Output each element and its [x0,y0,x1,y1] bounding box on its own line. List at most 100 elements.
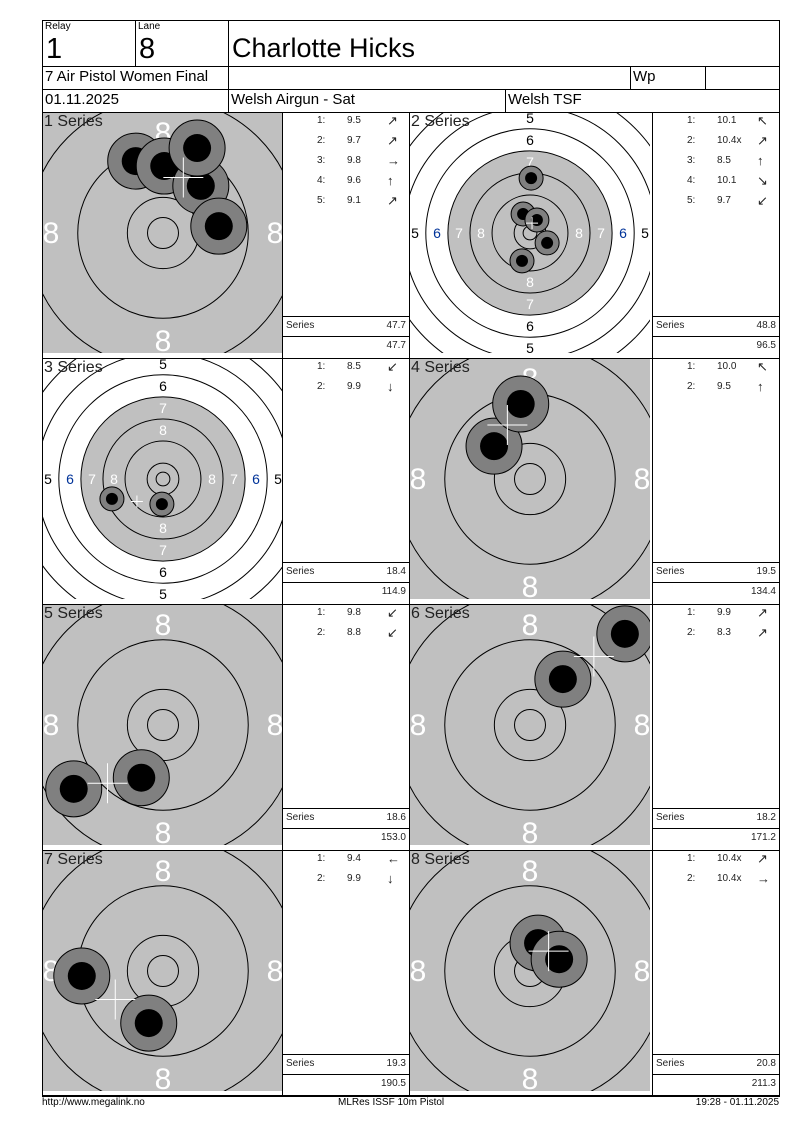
shot-score: 10.0 [717,361,737,372]
cumulative-total: 171.2 [750,832,776,843]
shot-number: 1: [687,361,696,372]
series-total-row: Series 47.7 [283,316,409,337]
series-total-label: Series [286,812,315,823]
shot-number: 4: [317,175,326,186]
ring-label: 8 [159,422,167,438]
lane-label: Lane [138,21,161,32]
date-cell: 01.11.2025 [42,89,229,113]
cumulative-total: 190.5 [380,1078,406,1089]
direction-arrow-icon: ↙ [387,359,398,374]
cumulative-total: 114.9 [381,586,406,597]
shot-hole [480,432,509,461]
ring [514,709,546,741]
ring-label: 7 [230,471,238,487]
target-series-4: 88884 Series [410,359,650,599]
shot-hole [183,134,212,163]
series-label: 6 Series [411,605,470,622]
series-label: 2 Series [411,113,470,130]
row-divider [42,358,780,359]
ring-label: 5 [526,340,534,353]
shot-score: 9.7 [717,195,731,206]
blank-cell [228,66,631,90]
ring-label: 7 [526,154,534,170]
cumulative-total-row: 96.5 [653,336,779,357]
shot-row: 2: 9.9 ↓ [283,871,409,893]
weapon-value-cell [705,66,780,90]
target-series-8: 8 8 8 8 8 Series [410,851,650,1091]
shot-row: 2: 8.3 ↗ [653,625,779,647]
row-divider [42,850,780,851]
shot-row: 3: 8.5 ↑ [653,153,779,175]
series-total: 18.4 [386,566,406,577]
direction-arrow-icon: ← [387,851,400,866]
ring [444,639,616,811]
mean-point-cross [573,636,614,677]
direction-arrow-icon: → [757,871,770,886]
shot-row: 1: 10.0 ↖ [653,359,779,381]
shot-hole [186,171,215,200]
ring [147,217,179,249]
footer-url: http://www.megalink.no [42,1097,145,1108]
left-border [42,112,43,1096]
ring [155,471,171,487]
shot-number: 2: [317,627,326,638]
ring [58,374,268,584]
ring-label: 8 [522,609,539,642]
shot-score: 9.9 [717,607,731,618]
shot-score: 9.5 [717,381,731,392]
ring-label: 8 [155,1063,172,1091]
shot-score: 9.9 [347,381,361,392]
shot-score: 9.4 [347,853,361,864]
ring [147,709,179,741]
shot-number: 2: [687,873,696,884]
shot-number: 1: [687,115,696,126]
shot-row: 1: 10.4x ↗ [653,851,779,873]
date: 01.11.2025 [45,91,119,108]
shot-score: 10.1 [717,115,737,126]
ring-label: 6 [66,471,74,487]
series-total-row: Series 19.5 [653,562,779,583]
shot-row: 2: 9.7 ↗ [283,133,409,155]
relay-label: Relay [45,21,71,32]
athlete-name: Charlotte Hicks [232,33,416,63]
series-total-label: Series [656,320,685,331]
series-label: 3 Series [44,359,103,376]
ring-label: 8 [155,609,172,642]
series-label: 8 Series [411,851,470,868]
cumulative-total-row: 153.0 [283,828,409,849]
series-total: 19.5 [756,566,776,577]
ring-label: 6 [159,378,167,394]
weapon-cell: Wp [630,66,706,90]
ring-label: 5 [159,359,167,372]
shot-row: 1: 8.5 ↙ [283,359,409,381]
ring-label: 8 [159,520,167,536]
shot-score: 9.1 [347,195,361,206]
shot-hole [59,774,88,803]
cumulative-total-row: 211.3 [653,1074,779,1095]
cumulative-total: 211.3 [751,1078,776,1089]
ring [493,688,567,762]
mean-point-cross [528,931,569,972]
target-series-5: 8 8 8 8 5 Series [43,605,283,845]
ring-label: 8 [522,855,539,888]
event-cell: 7 Air Pistol Women Final [42,66,229,90]
shot-number: 2: [317,135,326,146]
shot-number: 5: [687,195,696,206]
shot-row: 2: 10.4x → [653,871,779,893]
shot-hole [548,665,577,694]
ring-label: 6 [252,471,260,487]
shot-list-series-8: 1: 10.4x ↗ 2: 10.4x → Series 20.8 211.3 [652,850,780,1096]
shot-score: 10.4x [717,873,742,884]
ring-label: 7 [159,400,167,416]
shot-hole [541,236,554,249]
cumulative-total-row: 47.7 [283,336,409,357]
cumulative-total-row: 134.4 [653,582,779,603]
ring-label: 8 [267,955,283,988]
ring-label: 8 [43,709,59,742]
series-label: 1 Series [44,113,103,130]
shot-score: 9.6 [347,175,361,186]
ring-label: 7 [597,225,605,241]
ring-label: 8 [522,817,539,845]
ring-label: 8 [522,571,539,599]
